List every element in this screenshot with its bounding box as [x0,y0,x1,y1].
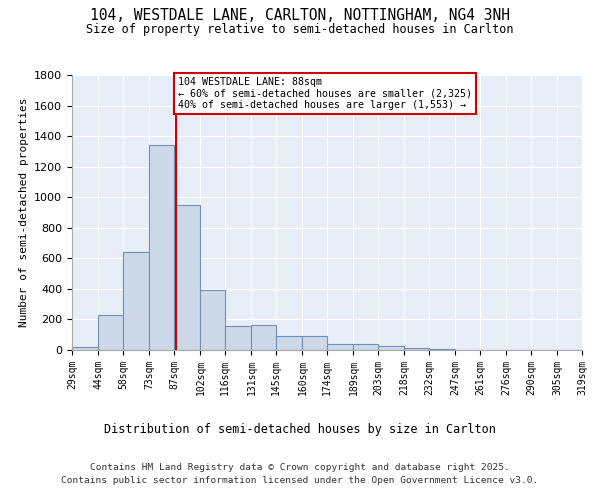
Bar [276,336,302,350]
Bar [353,344,378,350]
Bar [200,290,225,350]
Bar [149,146,174,350]
Text: 104, WESTDALE LANE, CARLTON, NOTTINGHAM, NG4 3NH: 104, WESTDALE LANE, CARLTON, NOTTINGHAM,… [90,8,510,22]
Text: Contains HM Land Registry data © Crown copyright and database right 2025.: Contains HM Land Registry data © Crown c… [90,462,510,471]
Bar [302,336,327,350]
Bar [98,315,123,350]
Bar [327,344,353,350]
Text: Contains public sector information licensed under the Open Government Licence v3: Contains public sector information licen… [61,476,539,485]
Bar [429,349,455,350]
Y-axis label: Number of semi-detached properties: Number of semi-detached properties [19,98,29,327]
Bar [174,205,200,350]
Bar [72,347,98,350]
Text: 104 WESTDALE LANE: 88sqm
← 60% of semi-detached houses are smaller (2,325)
40% o: 104 WESTDALE LANE: 88sqm ← 60% of semi-d… [178,76,472,110]
Bar [123,252,149,350]
Bar [251,325,276,350]
Bar [404,348,429,350]
Bar [225,326,251,350]
Text: Distribution of semi-detached houses by size in Carlton: Distribution of semi-detached houses by … [104,422,496,436]
Bar [378,346,404,350]
Text: Size of property relative to semi-detached houses in Carlton: Size of property relative to semi-detach… [86,22,514,36]
